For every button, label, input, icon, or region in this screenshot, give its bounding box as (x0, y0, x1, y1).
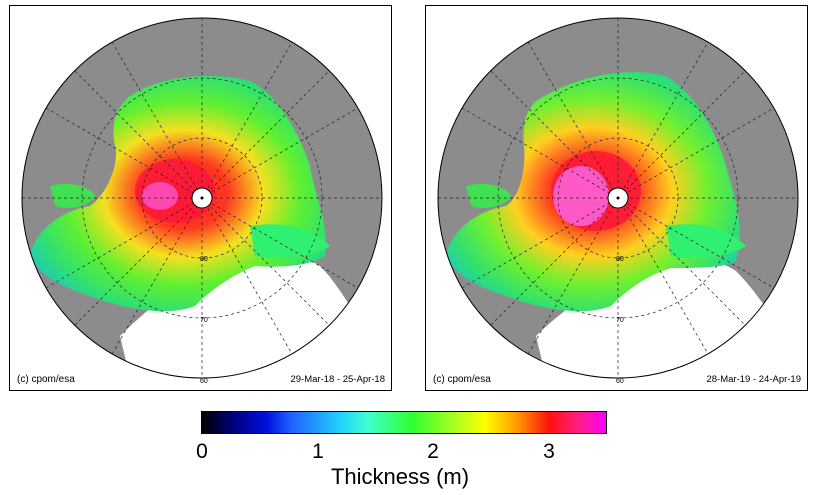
credit-text: (c) cpom/esa (17, 374, 75, 385)
barents-ice (250, 224, 330, 258)
lat-label-80: 80 (200, 256, 208, 263)
thickest-ice-region (553, 166, 609, 226)
lat-label-80: 80 (616, 256, 624, 263)
colorbar-label: Thickness (m) (330, 464, 470, 489)
barents-ice (666, 224, 746, 258)
lat-label-70: 70 (616, 317, 624, 324)
map-panel-2019: 80 70 60 (c) cpom/esa 28-Mar-19 - 24-Apr… (425, 5, 808, 391)
colorbar-tick-3: 3 (543, 440, 555, 463)
lat-label-60: 60 (200, 378, 208, 385)
lat-label-60: 60 (616, 378, 624, 385)
date-range: 29-Mar-18 - 25-Apr-18 (290, 374, 385, 385)
date-range: 28-Mar-19 - 24-Apr-19 (706, 374, 801, 385)
polar-stereo-map: 80 70 60 (437, 17, 799, 385)
bering-ice (466, 184, 511, 208)
colorbar-gradient (201, 411, 607, 434)
colorbar (201, 411, 607, 434)
credit-text: (c) cpom/esa (433, 374, 491, 385)
bering-ice (50, 184, 95, 208)
colorbar-tick-0: 0 (196, 440, 208, 463)
colorbar-tick-2: 2 (427, 440, 439, 463)
thickest-ice-region (142, 182, 178, 210)
polar-stereo-map: 80 70 60 (21, 17, 383, 385)
map-panel-2018: 80 70 60 (c) cpom/esa 29-Mar-18 - 25-Apr… (9, 5, 392, 391)
colorbar-tick-1: 1 (312, 440, 324, 463)
lat-label-70: 70 (200, 317, 208, 324)
